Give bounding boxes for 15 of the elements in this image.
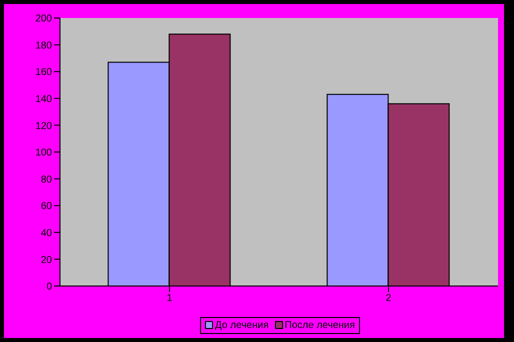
y-tick-label: 40 — [40, 228, 52, 239]
legend-label: До лечения — [214, 320, 269, 330]
x-tick-label: 1 — [166, 293, 173, 304]
y-tick-label: 200 — [35, 14, 52, 25]
y-tick-label: 120 — [35, 120, 52, 132]
y-tick-label: 20 — [40, 254, 52, 266]
y-tick-label: 80 — [40, 174, 52, 186]
y-tick-label: 60 — [40, 201, 52, 212]
x-tick-label: 2 — [386, 293, 392, 304]
y-tick-label: 100 — [35, 148, 52, 159]
y-tick-label: 180 — [35, 40, 52, 52]
legend-label: После лечения — [284, 320, 355, 330]
y-tick-label: 0 — [46, 282, 52, 293]
y-tick-label: 160 — [35, 67, 52, 78]
y-tick-label: 140 — [35, 94, 52, 105]
